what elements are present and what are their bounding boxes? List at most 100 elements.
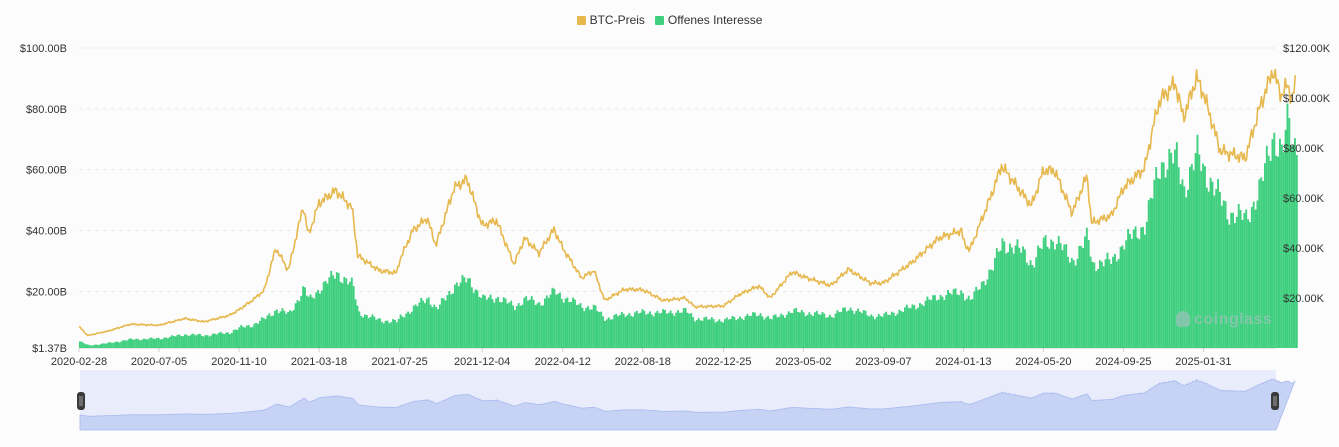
navigator-handle-right[interactable]: [1271, 392, 1279, 410]
open-interest-bar: [956, 294, 959, 348]
open-interest-bar: [997, 251, 1000, 348]
open-interest-bar: [977, 290, 980, 348]
open-interest-bar: [328, 277, 331, 348]
open-interest-bar: [1172, 163, 1175, 348]
open-interest-bar: [926, 296, 929, 348]
open-interest-bar: [392, 319, 395, 348]
open-interest-bar: [1237, 203, 1240, 348]
open-interest-bar: [1217, 179, 1220, 348]
open-interest-bar: [482, 294, 485, 348]
open-interest-bar: [742, 319, 745, 348]
open-interest-bar: [727, 319, 730, 348]
open-interest-bar: [774, 314, 777, 348]
open-interest-bar: [238, 327, 241, 348]
navigator-handle-body: [1271, 392, 1279, 410]
open-interest-bar: [1232, 212, 1235, 348]
open-interest-bar: [442, 298, 445, 348]
open-interest-bar: [920, 304, 923, 348]
open-interest-bar: [986, 279, 989, 348]
open-interest-bar: [785, 314, 788, 348]
open-interest-bar: [253, 323, 256, 348]
y-left-tick-label: $20.00B: [26, 286, 67, 298]
open-interest-bar: [154, 338, 156, 348]
open-interest-bar: [476, 290, 479, 348]
open-interest-bar: [650, 314, 653, 348]
open-interest-bar: [124, 340, 126, 348]
open-interest-bar: [795, 308, 798, 348]
open-interest-bar: [789, 312, 792, 348]
open-interest-bar: [519, 305, 522, 348]
open-interest-bar: [234, 329, 237, 348]
open-interest-bar: [390, 322, 393, 348]
open-interest-bar: [752, 312, 755, 348]
legend-label-oi: Offenes Interesse: [667, 13, 763, 27]
open-interest-bar: [928, 299, 931, 348]
open-interest-bar: [829, 314, 831, 348]
open-interest-bar: [825, 317, 828, 348]
open-interest-bar: [469, 278, 471, 348]
open-interest-bar: [356, 305, 359, 348]
open-interest-bar: [514, 310, 516, 348]
open-interest-bar: [1200, 170, 1203, 348]
open-interest-bar: [399, 314, 402, 348]
open-interest-bar: [307, 296, 310, 348]
open-interest-bar: [729, 319, 732, 348]
open-interest-bar: [159, 339, 162, 348]
open-interest-bar: [167, 338, 170, 348]
open-interest-bar: [709, 319, 711, 348]
navigator[interactable]: [77, 370, 1296, 431]
open-interest-bar: [784, 317, 786, 348]
open-interest-bar: [110, 342, 113, 348]
legend-item-oi[interactable]: Offenes Interesse: [654, 13, 763, 27]
y-left-tick-label: $100.00B: [20, 43, 67, 55]
y-right-tick-label: $120.00K: [1283, 43, 1331, 55]
open-interest-bar: [433, 304, 436, 348]
open-interest-bar: [589, 309, 591, 348]
open-interest-bar: [1022, 246, 1025, 348]
open-interest-bar: [1198, 154, 1201, 348]
open-interest-bar: [386, 320, 389, 348]
open-interest-bar: [536, 303, 539, 348]
open-interest-bar: [1059, 243, 1062, 348]
open-interest-bar: [782, 315, 785, 348]
open-interest-bar: [199, 333, 201, 348]
open-interest-bar: [637, 313, 640, 348]
open-interest-bar: [1177, 167, 1180, 348]
x-tick-label: 2024-01-13: [935, 356, 991, 368]
open-interest-bar: [1160, 162, 1163, 348]
open-interest-bar: [967, 295, 970, 348]
navigator-handle-left[interactable]: [77, 392, 85, 410]
open-interest-bar: [343, 276, 346, 348]
open-interest-bar: [797, 311, 800, 348]
open-interest-bar: [799, 312, 801, 348]
open-interest-bar: [315, 292, 318, 348]
open-interest-bar: [787, 311, 790, 348]
open-interest-bar: [791, 313, 794, 348]
open-interest-bar: [724, 319, 726, 348]
open-interest-bar: [431, 307, 434, 348]
open-interest-bar: [551, 287, 554, 348]
open-interest-bar: [800, 309, 803, 348]
open-interest-bar: [114, 341, 117, 348]
open-interest-bar: [707, 319, 710, 348]
legend-item-price[interactable]: BTC-Preis: [576, 13, 645, 27]
x-tick-label: 2021-07-25: [371, 356, 427, 368]
open-interest-bar: [1224, 201, 1227, 348]
open-interest-bar: [1181, 179, 1184, 348]
open-interest-bar: [465, 282, 468, 348]
open-interest-bar: [1252, 201, 1255, 348]
open-interest-bar: [568, 302, 571, 348]
open-interest-bar: [142, 338, 145, 348]
open-interest-bar: [1207, 191, 1210, 348]
open-interest-bar: [761, 316, 764, 348]
open-interest-bar: [292, 310, 295, 348]
open-interest-bar: [937, 299, 940, 348]
open-interest-bar: [538, 302, 541, 348]
open-interest-bar: [317, 290, 320, 348]
open-interest-bar: [1235, 216, 1238, 348]
open-interest-bar: [1243, 213, 1246, 348]
open-interest-bar: [1295, 154, 1298, 348]
open-interest-bar: [1292, 144, 1295, 348]
open-interest-bar: [429, 304, 432, 348]
open-interest-bar: [452, 293, 455, 348]
